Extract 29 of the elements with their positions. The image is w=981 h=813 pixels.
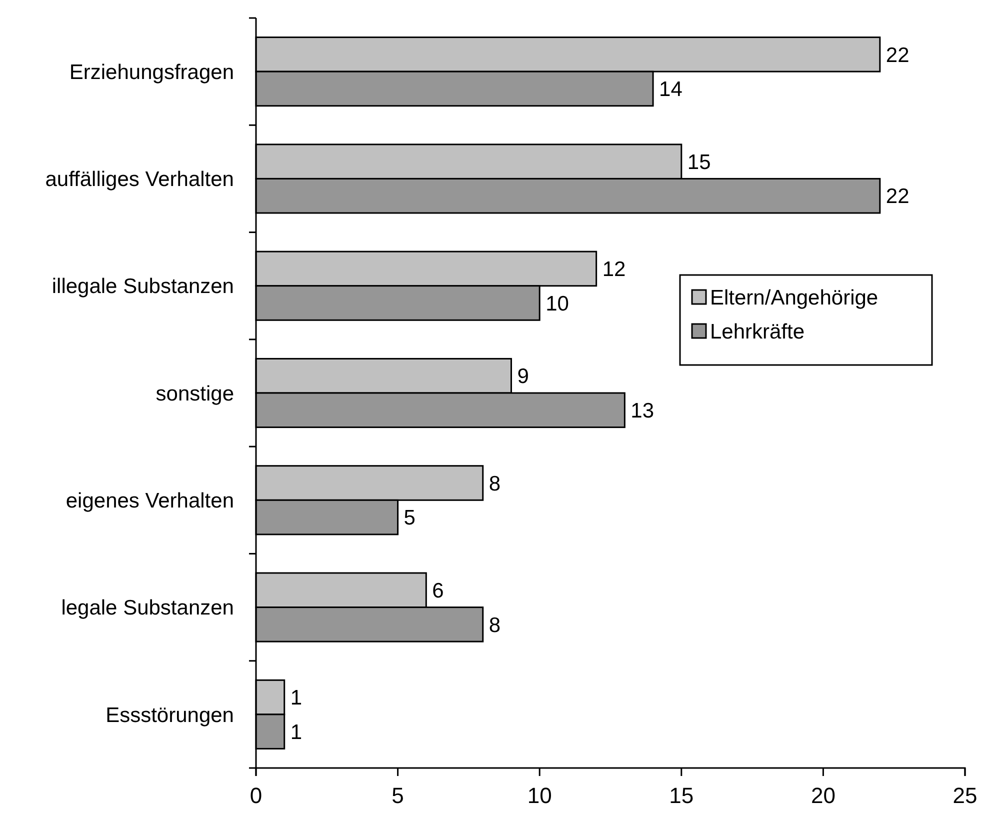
y-tick-label: illegale Substanzen xyxy=(52,275,234,298)
data-label: 8 xyxy=(488,614,501,637)
x-tick-label: 5 xyxy=(392,783,404,808)
x-tick-label: 10 xyxy=(527,783,552,808)
data-label: 13 xyxy=(630,399,654,422)
data-label: 1 xyxy=(290,720,302,744)
data-label: 22 xyxy=(886,185,910,208)
data-label: 9 xyxy=(517,365,529,388)
x-tick-label: 15 xyxy=(669,783,694,808)
legend-label: Eltern/Angehörige xyxy=(710,286,878,310)
data-label: 6 xyxy=(432,579,444,602)
legend-label: Lehrkräfte xyxy=(710,320,805,344)
x-tick-label: 25 xyxy=(952,783,978,808)
data-label: 22 xyxy=(886,44,910,67)
y-tick-label: auffälliges Verhalten xyxy=(45,168,234,192)
data-label: 15 xyxy=(687,150,711,174)
y-tick-label: Essstörungen xyxy=(106,704,234,727)
data-label: 1 xyxy=(290,686,302,710)
y-tick-label: Erziehungsfragen xyxy=(69,60,234,84)
data-label: 14 xyxy=(659,78,683,102)
data-label: 10 xyxy=(546,292,569,316)
data-label: 5 xyxy=(404,506,416,530)
data-label: 8 xyxy=(488,472,501,496)
x-tick-label: 0 xyxy=(250,783,262,808)
x-tick-label: 20 xyxy=(810,783,836,808)
y-tick-label: eigenes Verhalten xyxy=(66,489,234,512)
y-tick-label: legale Substanzen xyxy=(61,596,234,620)
y-tick-label: sonstige xyxy=(156,382,234,406)
data-label: 12 xyxy=(602,258,626,282)
